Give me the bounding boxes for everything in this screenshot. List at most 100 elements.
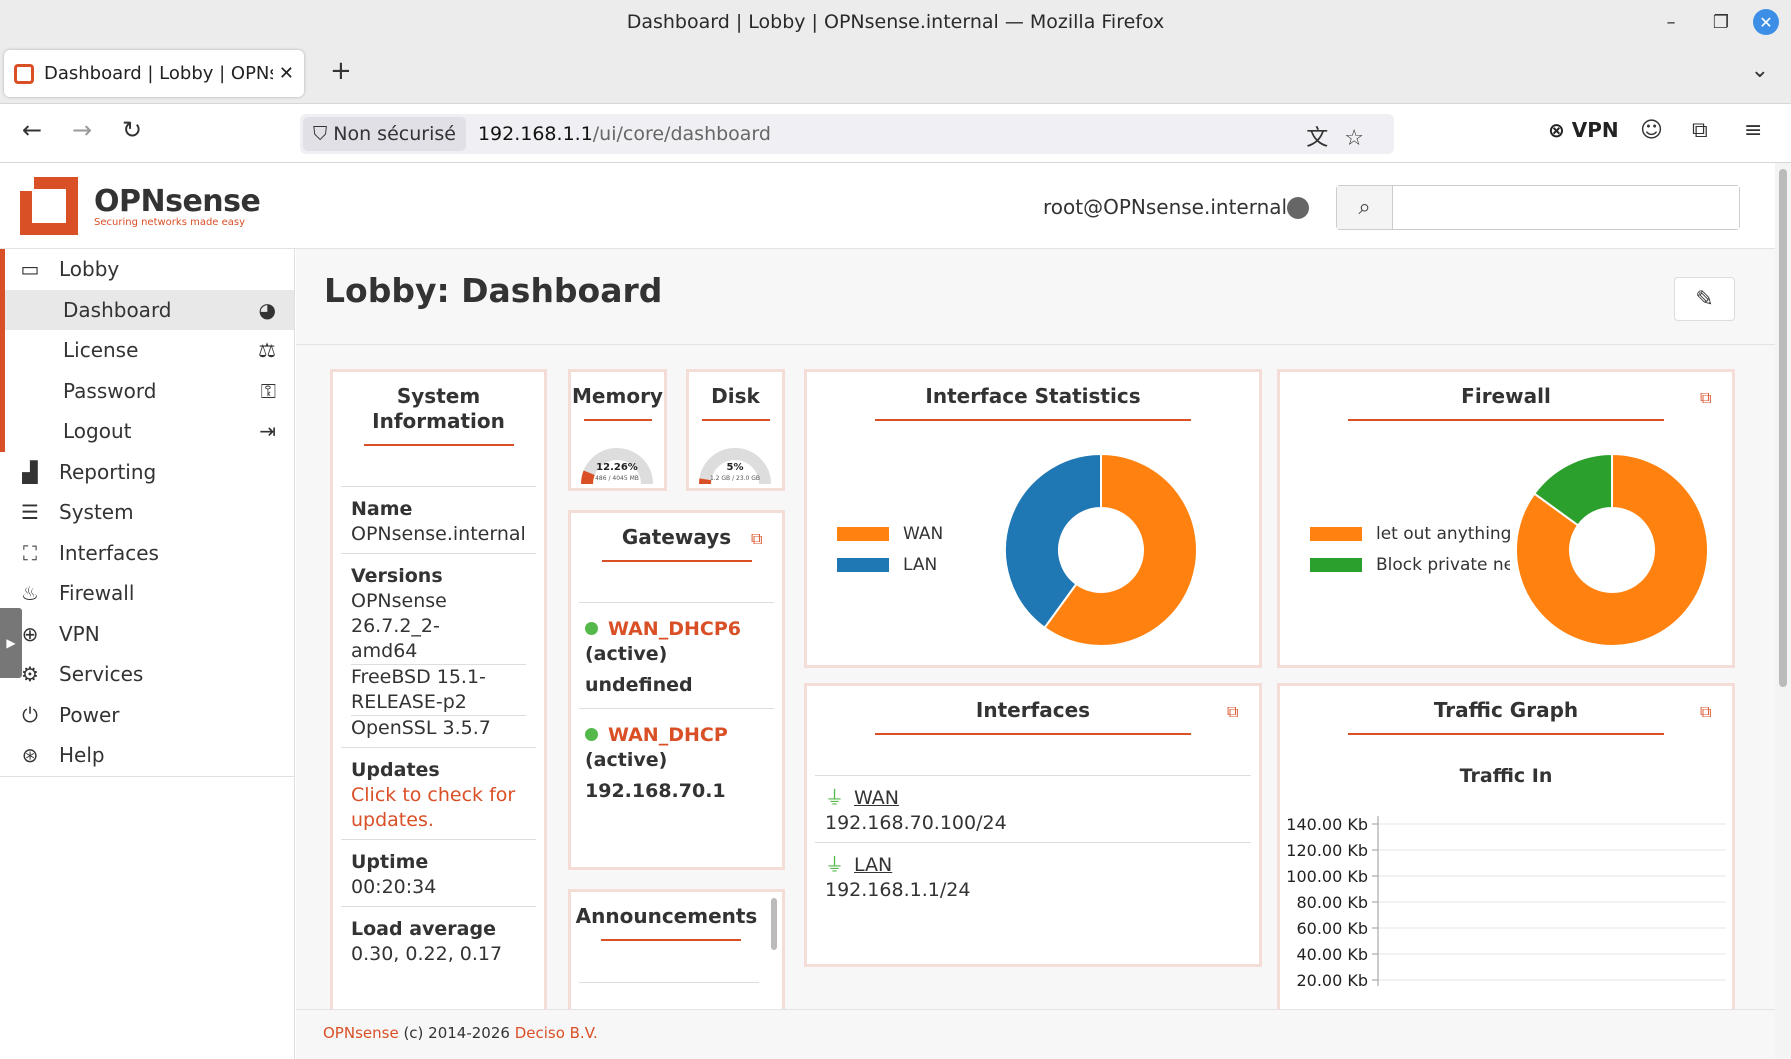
widget-disk: Disk 5% 1.2 GB / 23.0 GB xyxy=(686,369,785,491)
sidebar-item-interfaces[interactable]: ⛶ Interfaces xyxy=(0,533,294,574)
window-title: Dashboard | Lobby | OPNsense.internal — … xyxy=(626,11,1165,33)
footer-opnsense-link[interactable]: OPNsense xyxy=(323,1024,399,1042)
external-link-icon[interactable]: ⧉ xyxy=(1700,388,1712,407)
gauge-track xyxy=(581,448,653,485)
footer-copyright: (c) 2014-2026 xyxy=(398,1024,515,1042)
widget-system-information: System Information Name OPNsense.internal… xyxy=(330,369,547,1009)
widget-interfaces: Interfaces ⧉ ⏚ WAN 192.168.70.100/24 ⏚ LAN 19… xyxy=(804,683,1262,967)
announcements-scrollbar[interactable] xyxy=(771,898,777,950)
pie-slice-1[interactable] xyxy=(1004,452,1102,630)
network-icon: ⛶ xyxy=(23,540,37,565)
legend-entry[interactable]: let out anything fro xyxy=(1310,518,1510,549)
status-dot-icon[interactable] xyxy=(1287,197,1309,219)
sidebar-item-power[interactable]: ⏻ Power xyxy=(0,695,294,736)
sidebar-toggle-handle[interactable]: ▶ xyxy=(0,608,22,678)
security-indicator[interactable]: ⛉ Non sécurisé xyxy=(303,117,466,151)
search-icon[interactable]: ⌕ xyxy=(1337,186,1393,229)
browser-tab[interactable]: Dashboard | Lobby | OPNsense.internal ✕ xyxy=(4,50,304,97)
account-icon[interactable]: ☺ xyxy=(1640,118,1663,143)
tab-close-icon[interactable]: ✕ xyxy=(278,63,294,84)
external-link-icon[interactable]: ⧉ xyxy=(1227,702,1239,721)
menu-icon[interactable]: ≡ xyxy=(1744,118,1763,143)
page-scrollbar[interactable] xyxy=(1775,163,1791,1059)
gauge-detail: 486 / 4045 MB xyxy=(595,475,639,482)
search-input[interactable] xyxy=(1393,186,1739,229)
globe-icon: ⊕ xyxy=(21,621,39,646)
gateway-address: undefined xyxy=(585,674,693,696)
y-tick-label: 40.00 Kb xyxy=(1296,945,1368,964)
legend-entry[interactable]: WAN xyxy=(837,518,987,549)
extensions-icon[interactable]: ⧉ xyxy=(1692,118,1708,143)
gateway-name[interactable]: WAN_DHCP xyxy=(608,724,728,746)
firewall-pie xyxy=(1515,452,1709,647)
sidebar-item-services[interactable]: ⚙ Services xyxy=(0,654,294,695)
pie-slice-1[interactable] xyxy=(1532,452,1613,527)
sidebar-item-firewall[interactable]: ♨ Firewall xyxy=(0,573,294,614)
interface-row: ⏚ WAN 192.168.70.100/24 xyxy=(815,775,1251,842)
reload-button[interactable]: ↻ xyxy=(122,116,143,144)
updates-label: Updates xyxy=(351,759,440,781)
versions-label: Versions xyxy=(351,565,443,587)
legend-entry[interactable]: Block private netw xyxy=(1310,549,1510,580)
sidebar-item-password[interactable]: Password ⚿ xyxy=(5,371,294,412)
widget-title: Interfaces xyxy=(975,698,1091,722)
widget-title: Announcements xyxy=(575,904,758,928)
translate-bookmark-icons[interactable]: 文☆ xyxy=(1306,126,1380,151)
sidebar-item-label: VPN xyxy=(59,621,100,646)
pie-slice-0[interactable] xyxy=(1043,452,1198,647)
close-window-button[interactable]: ✕ xyxy=(1753,9,1779,35)
new-tab-button[interactable]: + xyxy=(330,56,352,86)
widget-title: Firewall xyxy=(1461,384,1551,408)
key-icon: ⚿ xyxy=(260,378,276,403)
hostname-value: OPNsense.internal xyxy=(351,523,526,545)
search-box: ⌕ xyxy=(1336,185,1740,230)
sidebar-item-lobby[interactable]: ▭ Lobby xyxy=(0,249,294,290)
forward-button[interactable]: → xyxy=(72,116,93,144)
tab-list-chevron-icon[interactable]: ⌄ xyxy=(1750,58,1769,83)
memory-gauge: 12.26% 486 / 4045 MB xyxy=(581,448,653,485)
name-label: Name xyxy=(351,498,413,520)
external-link-icon[interactable]: ⧉ xyxy=(751,529,763,548)
pie-slice-0[interactable] xyxy=(1515,452,1709,647)
sidebar-item-label: Interfaces xyxy=(59,540,159,565)
edit-pencil-button[interactable]: ✎ xyxy=(1674,277,1735,321)
maximize-button[interactable]: ❐ xyxy=(1712,11,1730,33)
sidebar-item-system[interactable]: ☰ System xyxy=(0,492,294,533)
legend-swatch xyxy=(837,526,889,541)
back-button[interactable]: ← xyxy=(22,116,43,144)
vpn-button[interactable]: ⊗ VPN xyxy=(1548,118,1619,142)
minimize-button[interactable]: – xyxy=(1666,11,1676,33)
interface-name-link[interactable]: LAN xyxy=(854,854,893,876)
sidebar-item-label: System xyxy=(59,500,134,525)
gateway-name[interactable]: WAN_DHCP6 xyxy=(608,618,741,640)
user-label[interactable]: root@OPNsense.internal xyxy=(1043,195,1288,219)
legend-entry[interactable]: LAN xyxy=(837,549,987,580)
footer-deciso-link[interactable]: Deciso B.V. xyxy=(514,1024,598,1042)
security-label: Non sécurisé xyxy=(333,123,456,145)
external-link-icon[interactable]: ⧉ xyxy=(1700,702,1712,721)
page-content: OPNsense Securing networks made easy roo… xyxy=(0,163,1791,1059)
sidebar-item-reporting[interactable]: ▟ Reporting xyxy=(0,452,294,493)
sidebar-item-license[interactable]: License ⚖ xyxy=(5,330,294,371)
widget-title: Memory xyxy=(572,384,663,408)
sidebar-item-vpn[interactable]: ⊕ VPN xyxy=(0,614,294,655)
gateway-address: 192.168.70.1 xyxy=(585,780,726,802)
url-bar[interactable]: ⛉ Non sécurisé 192.168.1.1/ui/core/dashbo… xyxy=(300,114,1394,154)
shield-icon: ⛉ xyxy=(313,123,328,145)
widget-traffic-graph: Traffic Graph ⧉ Traffic In 140.00 Kb 120.… xyxy=(1277,683,1735,1009)
version-opnsense-arch: amd64 xyxy=(351,640,418,662)
sidebar-item-logout[interactable]: Logout ⇥ xyxy=(5,411,294,452)
check-updates-link[interactable]: Click to check for updates. xyxy=(351,784,516,831)
laptop-icon: ▭ xyxy=(20,257,40,282)
gateway-status-dot-icon xyxy=(585,728,598,741)
legend-label: LAN xyxy=(903,554,938,575)
opnsense-logo[interactable]: OPNsense Securing networks made easy xyxy=(16,173,261,239)
widget-title: System Information xyxy=(372,384,505,433)
scale-icon: ⚖ xyxy=(258,338,276,363)
interface-name-link[interactable]: WAN xyxy=(854,787,899,809)
sidebar-item-label: License xyxy=(63,338,139,363)
sidebar-item-dashboard[interactable]: Dashboard ◕ xyxy=(5,289,294,330)
sidebar-item-help[interactable]: ⊛ Help xyxy=(0,735,294,776)
sidebar-item-label: Logout xyxy=(63,419,132,444)
tab-bar: Dashboard | Lobby | OPNsense.internal ✕ … xyxy=(0,44,1791,104)
